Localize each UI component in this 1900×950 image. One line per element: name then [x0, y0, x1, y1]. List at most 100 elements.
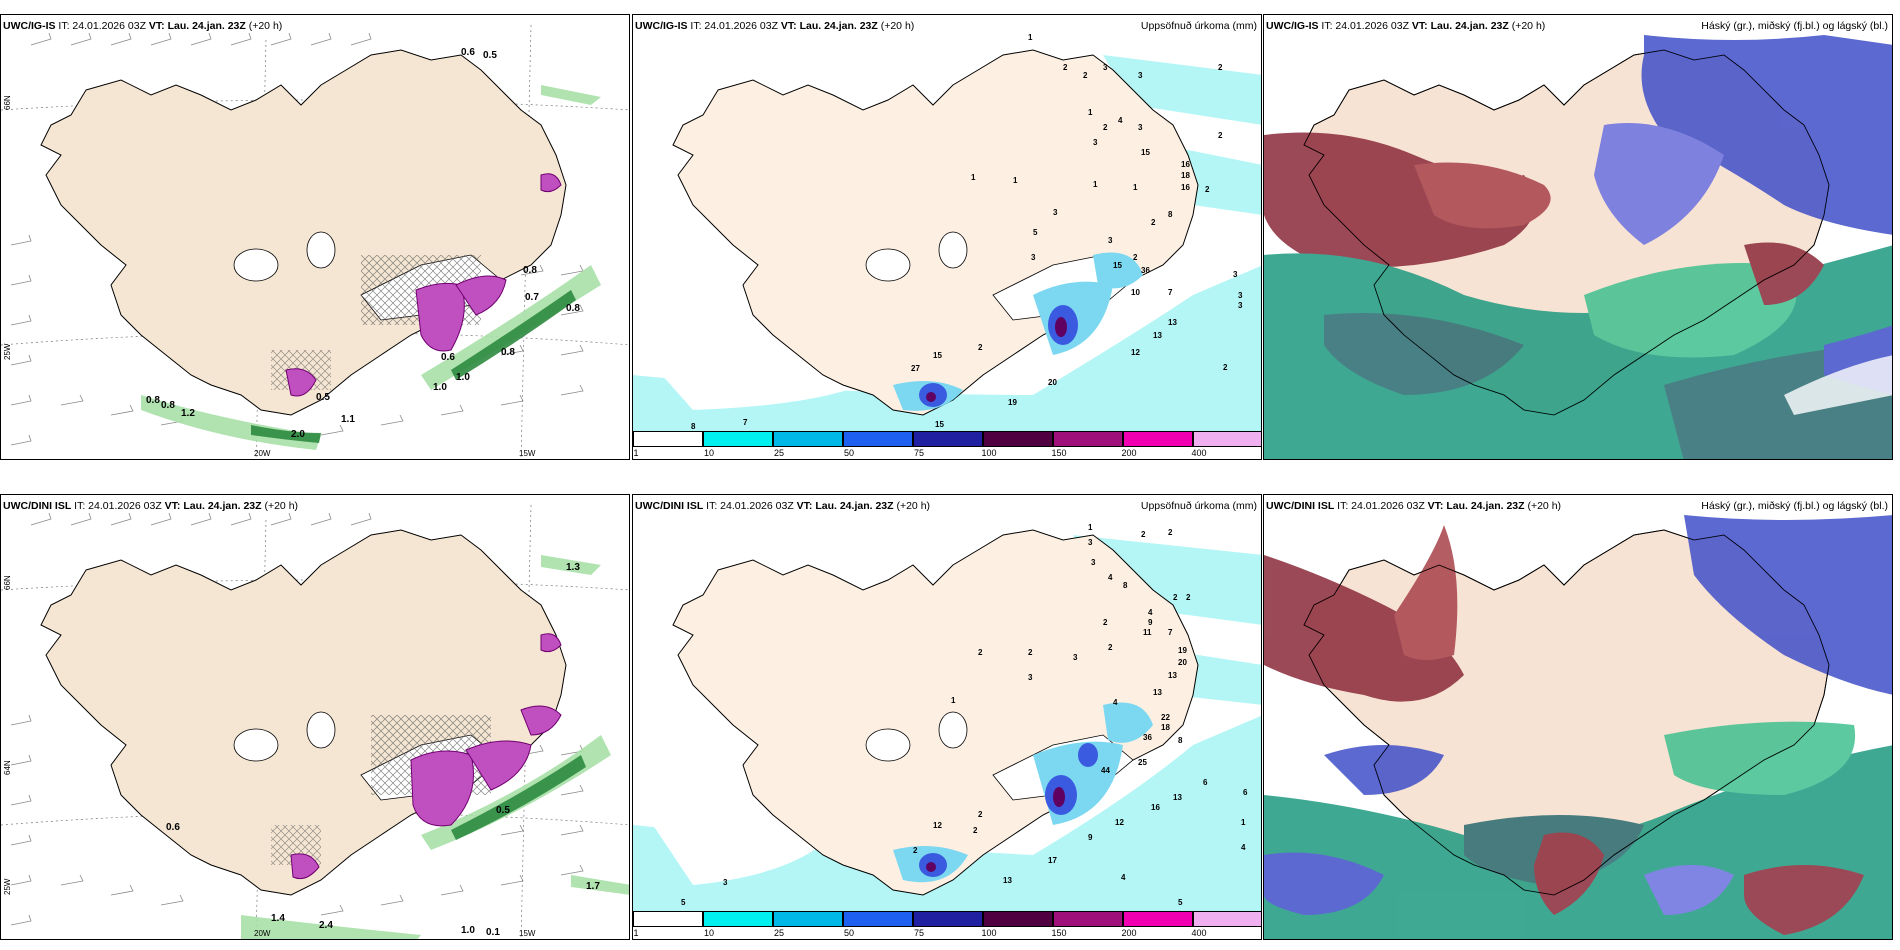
svg-text:3: 3 — [1238, 291, 1243, 300]
svg-text:2: 2 — [1173, 593, 1178, 602]
colorbar-label: 50 — [843, 928, 855, 938]
lat-label: 66N — [3, 575, 12, 590]
svg-text:0.8: 0.8 — [501, 347, 515, 358]
svg-text:12: 12 — [1115, 818, 1124, 827]
svg-text:20: 20 — [1048, 378, 1057, 387]
svg-text:3: 3 — [1138, 71, 1143, 80]
svg-text:8: 8 — [1168, 210, 1173, 219]
svg-text:2: 2 — [978, 343, 983, 352]
svg-text:6: 6 — [1243, 788, 1248, 797]
lat-label: 66N — [3, 95, 12, 110]
colorbar-swatch — [843, 431, 913, 447]
svg-text:1: 1 — [951, 696, 956, 705]
wind-snow-map: 1.3 0.6 0.5 1.4 2.4 1.0 0.1 1.7 — [1, 504, 629, 939]
svg-text:3: 3 — [1093, 138, 1098, 147]
colorbar-swatch — [773, 431, 843, 447]
svg-text:2: 2 — [1028, 648, 1033, 657]
svg-text:4: 4 — [1241, 843, 1246, 852]
svg-text:2: 2 — [1133, 253, 1138, 262]
svg-text:3: 3 — [1053, 208, 1058, 217]
svg-text:18: 18 — [1181, 171, 1190, 180]
svg-text:2: 2 — [1168, 528, 1173, 537]
svg-text:0.1: 0.1 — [486, 927, 500, 938]
precip-map: 1 2 3 2 3 4 8 2 2 2 4 9 11 7 19 20 2 13 … — [633, 523, 1261, 915]
svg-text:9: 9 — [1148, 618, 1153, 627]
svg-text:13: 13 — [1003, 876, 1012, 885]
panel-header: UWC/DINI ISL IT: 24.01.2026 03Z VT: Lau.… — [1266, 500, 1562, 512]
lat-label: 64N — [3, 760, 12, 775]
svg-text:13: 13 — [1168, 318, 1177, 327]
colorbar-swatch — [633, 911, 703, 927]
svg-text:3: 3 — [1238, 301, 1243, 310]
colorbar-label: 100 — [981, 448, 997, 458]
svg-text:3: 3 — [1108, 236, 1113, 245]
svg-text:1.2: 1.2 — [181, 408, 195, 419]
colorbar-label: 50 — [843, 448, 855, 458]
svg-text:1: 1 — [1013, 176, 1018, 185]
colorbar-label: 100 — [981, 928, 997, 938]
svg-text:0.8: 0.8 — [161, 400, 175, 411]
colorbar-swatch — [773, 911, 843, 927]
colorbar-label: 150 — [1051, 928, 1067, 938]
svg-text:3: 3 — [1138, 123, 1143, 132]
panel-header: UWC/DINI ISL IT: 24.01.2026 03Z VT: Lau.… — [635, 500, 931, 512]
colorbar-swatch — [1193, 911, 1261, 927]
lon-label: 20W — [254, 929, 271, 938]
svg-text:1.0: 1.0 — [456, 372, 470, 383]
precip-map: 1 2 2 3 3 2 1 2 4 3 3 2 15 16 18 16 2 1 … — [633, 33, 1261, 435]
precip-colorbar: 1 10 25 50 75 100 150 200 400 — [633, 431, 1261, 459]
svg-text:3: 3 — [723, 878, 728, 887]
wind-barbs — [10, 32, 584, 446]
svg-text:1: 1 — [971, 173, 976, 182]
svg-text:13: 13 — [1153, 331, 1162, 340]
panel-header: UWC/IG-IS IT: 24.01.2026 03Z VT: Lau. 24… — [1266, 20, 1546, 32]
svg-text:13: 13 — [1173, 793, 1182, 802]
svg-text:3: 3 — [1233, 270, 1238, 279]
svg-text:3: 3 — [1028, 673, 1033, 682]
svg-text:2: 2 — [1141, 530, 1146, 539]
svg-text:2: 2 — [978, 648, 983, 657]
svg-text:16: 16 — [1151, 803, 1160, 812]
colorbar-label: 1 — [633, 448, 639, 458]
svg-text:13: 13 — [1153, 688, 1162, 697]
svg-text:44: 44 — [1101, 766, 1110, 775]
colorbar-label: 400 — [1191, 448, 1207, 458]
map-panel-clouds-top: UWC/IG-IS IT: 24.01.2026 03Z VT: Lau. 24… — [1263, 14, 1893, 460]
svg-text:8: 8 — [1178, 736, 1183, 745]
svg-text:2: 2 — [1186, 593, 1191, 602]
svg-text:17: 17 — [1048, 856, 1057, 865]
svg-text:0.8: 0.8 — [566, 303, 580, 314]
colorbar-swatch — [983, 911, 1053, 927]
svg-text:4: 4 — [1121, 873, 1126, 882]
svg-text:2: 2 — [1063, 63, 1068, 72]
colorbar-label: 200 — [1121, 448, 1137, 458]
svg-text:2: 2 — [1108, 643, 1113, 652]
lon-label: 15W — [519, 929, 536, 938]
map-panel-wind-snow-bottom: 1.3 0.6 0.5 1.4 2.4 1.0 0.1 1.7 UWC/DINI… — [0, 494, 630, 940]
svg-text:0.5: 0.5 — [316, 392, 330, 403]
map-panel-wind-snow-top: 0.6 0.5 0.7 0.8 0.8 1.0 0.8 0.6 1.0 1.1 … — [0, 14, 630, 460]
svg-text:2: 2 — [1223, 363, 1228, 372]
svg-text:0.6: 0.6 — [441, 352, 455, 363]
svg-text:5: 5 — [1178, 898, 1183, 907]
svg-text:2: 2 — [1103, 618, 1108, 627]
svg-text:27: 27 — [911, 364, 920, 373]
svg-text:1.4: 1.4 — [271, 913, 285, 924]
colorbar-swatch — [1053, 431, 1123, 447]
map-panel-precip-top: 1 2 2 3 3 2 1 2 4 3 3 2 15 16 18 16 2 1 … — [632, 14, 1262, 460]
svg-text:15: 15 — [1113, 261, 1122, 270]
colorbar-label: 10 — [703, 928, 715, 938]
colorbar-swatch — [843, 911, 913, 927]
colorbar-swatch — [913, 431, 983, 447]
svg-text:15: 15 — [933, 351, 942, 360]
svg-text:4: 4 — [1108, 573, 1113, 582]
svg-text:5: 5 — [681, 898, 686, 907]
svg-text:22: 22 — [1161, 713, 1170, 722]
precip-colorbar: 1 10 25 50 75 100 150 200 400 — [633, 911, 1261, 939]
colorbar-label: 75 — [913, 448, 925, 458]
svg-text:10: 10 — [1131, 288, 1140, 297]
svg-text:1.3: 1.3 — [566, 562, 580, 573]
svg-text:1: 1 — [1093, 180, 1098, 189]
colorbar-swatch — [913, 911, 983, 927]
colorbar-swatch — [1193, 431, 1261, 447]
